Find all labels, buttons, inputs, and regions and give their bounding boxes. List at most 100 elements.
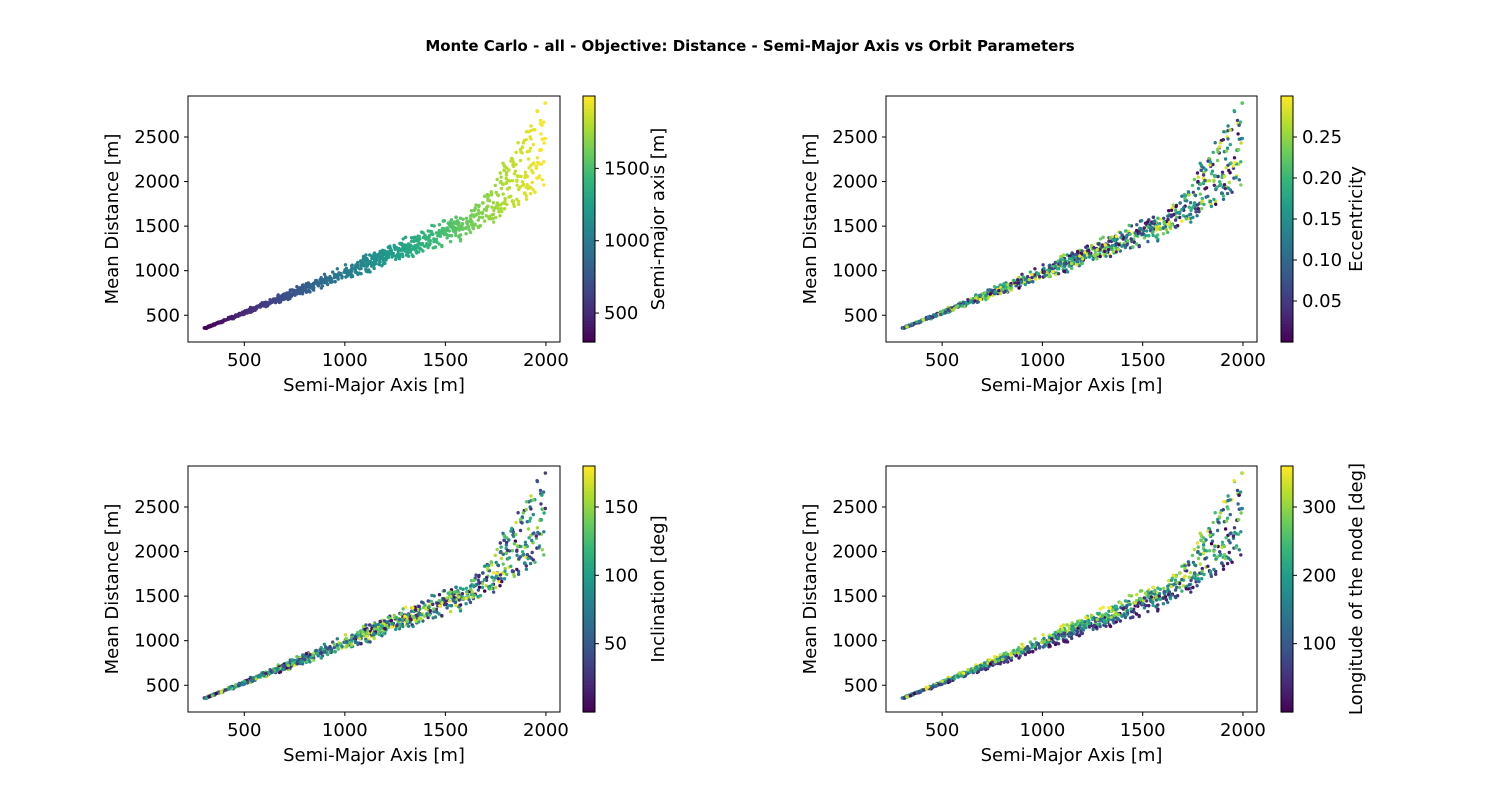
- scatter-point: [539, 518, 544, 522]
- scatter-point: [979, 293, 983, 298]
- scatter-point: [1061, 623, 1066, 627]
- scatter-point: [447, 229, 451, 233]
- scatter-point: [1062, 631, 1067, 636]
- scatter-point: [411, 254, 415, 259]
- scatter-point: [1214, 202, 1218, 206]
- scatter-point: [1117, 613, 1121, 617]
- scatter-point: [1208, 163, 1212, 167]
- scatter-point: [1114, 620, 1118, 624]
- colorbar-segment: [583, 469, 595, 473]
- y-tick-label: 1000: [832, 261, 878, 282]
- scatter-point: [377, 632, 381, 637]
- scatter-point: [476, 588, 481, 592]
- scatter-point: [1135, 593, 1139, 597]
- scatter-point: [1228, 512, 1233, 517]
- scatter-point: [392, 613, 396, 618]
- scatter-point: [502, 207, 507, 211]
- colorbar-segment: [1281, 114, 1293, 119]
- scatter-point: [314, 648, 318, 653]
- scatter-point: [358, 637, 362, 641]
- scatter-point: [359, 272, 363, 276]
- scatter-point: [1098, 624, 1102, 629]
- colorbar: 50 100 150 Inclination [deg]: [582, 465, 669, 713]
- x-tick-label: 1500: [422, 350, 468, 371]
- scatter-point: [428, 239, 432, 243]
- scatter-point: [474, 573, 478, 577]
- scatter-point: [361, 254, 366, 259]
- scatter-point: [984, 293, 988, 298]
- scatter-point: [1108, 236, 1113, 240]
- scatter-point: [1167, 579, 1171, 583]
- scatter-point: [542, 183, 546, 187]
- scatter-point: [1041, 263, 1045, 267]
- scatter-point: [258, 674, 262, 678]
- scatter-point: [539, 502, 543, 506]
- colorbar-segment: [583, 314, 595, 318]
- scatter-point: [1212, 197, 1216, 202]
- scatter-point: [1196, 573, 1200, 577]
- scatter-point: [1056, 642, 1061, 646]
- scatter-point: [413, 238, 418, 242]
- scatter-point: [1228, 128, 1232, 132]
- scatter-point: [468, 230, 473, 235]
- scatter-point: [1042, 266, 1046, 271]
- scatter-point: [1187, 583, 1192, 587]
- x-tick-label: 1000: [1020, 720, 1066, 741]
- scatter-point: [518, 528, 523, 533]
- scatter-point: [1098, 607, 1103, 611]
- scatter-point: [988, 292, 992, 296]
- scatter-point: [350, 643, 354, 647]
- scatter-point: [1240, 136, 1245, 141]
- scatter-point: [1208, 530, 1213, 534]
- y-tick-label: 1500: [832, 586, 878, 607]
- scatter-point: [319, 286, 323, 290]
- scatter-point: [1238, 120, 1243, 124]
- colorbar-segment: [1281, 212, 1293, 217]
- scatter-point: [451, 598, 455, 603]
- scatter-point: [228, 685, 232, 689]
- scatter-point: [531, 498, 535, 502]
- scatter-point: [484, 584, 488, 588]
- scatter-point: [480, 211, 485, 216]
- y-tick-label: 2500: [134, 127, 180, 148]
- scatter-point: [1236, 518, 1241, 522]
- scatter-point: [1078, 254, 1082, 258]
- scatter-point: [997, 658, 1001, 663]
- colorbar-segment: [583, 148, 595, 152]
- colorbar-segment: [1281, 111, 1293, 116]
- scatter-point: [503, 196, 507, 201]
- scatter-point: [426, 229, 430, 233]
- scatter-point: [424, 607, 428, 611]
- scatter-point: [1186, 560, 1191, 564]
- scatter-point: [322, 642, 327, 646]
- scatter-point: [1151, 215, 1156, 219]
- scatter-point: [501, 552, 505, 556]
- colorbar-segment: [583, 481, 595, 486]
- scatter-point: [1173, 578, 1178, 582]
- scatter-point: [1109, 245, 1113, 250]
- scatter-point: [1195, 214, 1199, 218]
- scatter-point: [1027, 647, 1031, 652]
- scatter-point: [457, 605, 461, 609]
- scatter-point: [385, 623, 389, 628]
- scatter-point: [1239, 530, 1243, 534]
- scatter-point: [510, 549, 515, 553]
- scatter-point: [409, 239, 414, 243]
- scatter-point: [331, 640, 335, 644]
- colorbar-segment: [583, 154, 595, 159]
- scatter-point: [492, 208, 496, 213]
- colorbar-segment: [583, 524, 595, 529]
- scatter-point: [1075, 259, 1079, 264]
- scatter-point: [372, 266, 376, 271]
- scatter-point: [1219, 552, 1223, 557]
- scatter-point: [511, 533, 515, 537]
- scatter-point: [1065, 640, 1070, 644]
- scatter-point: [1224, 519, 1229, 523]
- scatter-point: [1196, 203, 1200, 207]
- colorbar-segment: [1281, 179, 1293, 183]
- scatter-point: [368, 270, 372, 274]
- scatter-point: [527, 519, 532, 523]
- axes-frame: [885, 465, 1258, 713]
- scatter-point: [524, 564, 528, 568]
